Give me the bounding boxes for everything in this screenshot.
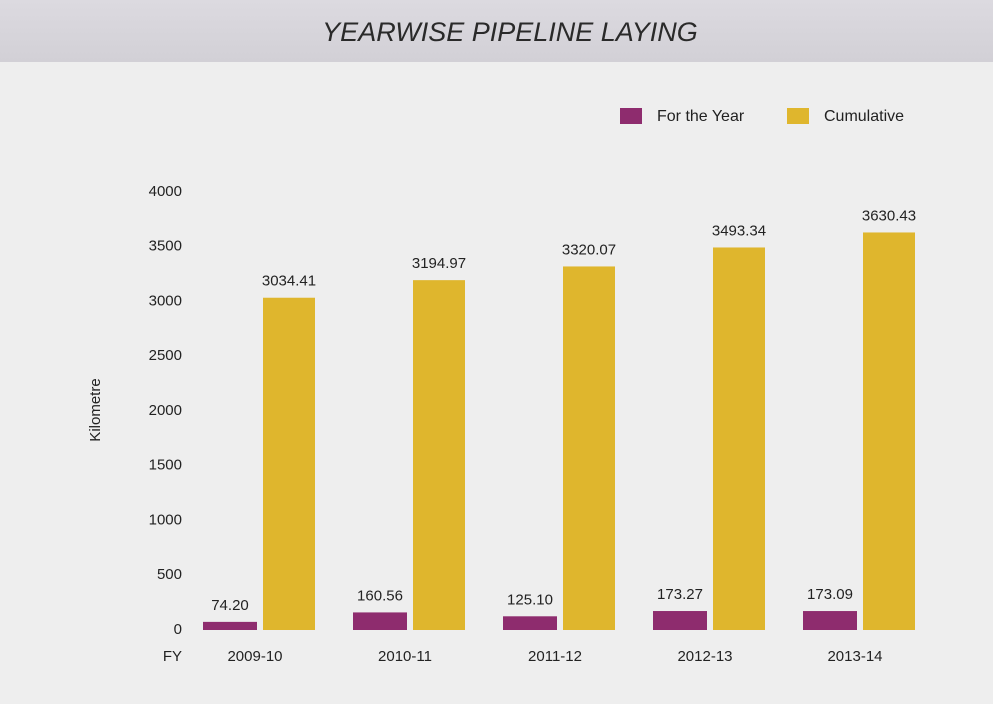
- x-tick-label: 2013-14: [827, 648, 882, 665]
- x-tick-label: 2011-12: [528, 648, 582, 665]
- bar: [203, 621, 257, 630]
- y-tick-label: 2000: [149, 402, 182, 419]
- y-tick-label: 2500: [149, 347, 182, 364]
- value-label: 173.27: [657, 586, 703, 603]
- y-tick-label: 4000: [149, 183, 182, 200]
- bar: [503, 616, 557, 630]
- value-label: 3034.41: [262, 273, 316, 290]
- legend-swatch: [787, 108, 809, 124]
- value-label: 3493.34: [712, 222, 766, 239]
- bar: [413, 280, 465, 630]
- bar: [353, 612, 407, 630]
- y-tick-label: 1000: [149, 511, 182, 528]
- legend-label: For the Year: [657, 108, 745, 125]
- bar: [563, 266, 615, 630]
- value-label: 3630.43: [862, 207, 916, 224]
- value-label: 125.10: [507, 591, 553, 608]
- y-tick-label: 500: [157, 566, 182, 583]
- legend-label: Cumulative: [824, 108, 904, 125]
- bar: [263, 297, 315, 630]
- bar: [863, 232, 915, 631]
- x-tick-label: 2012-13: [677, 648, 732, 665]
- x-axis-label: FY: [163, 648, 182, 665]
- value-label: 173.09: [807, 586, 853, 603]
- value-label: 3194.97: [412, 255, 466, 272]
- value-label: 74.20: [211, 597, 249, 614]
- bar: [803, 611, 857, 630]
- value-label: 3320.07: [562, 241, 616, 258]
- y-tick-label: 0: [174, 621, 182, 638]
- legend-swatch: [620, 108, 642, 124]
- chart-title: YEARWISE PIPELINE LAYING: [322, 17, 698, 47]
- bar: [653, 611, 707, 630]
- x-tick-label: 2010-11: [378, 648, 432, 665]
- bar: [713, 247, 765, 631]
- y-axis-label: Kilometre: [87, 378, 104, 441]
- title-band: [0, 0, 993, 62]
- y-tick-label: 3500: [149, 238, 182, 255]
- x-tick-label: 2009-10: [227, 648, 282, 665]
- value-label: 160.56: [357, 587, 403, 604]
- y-tick-label: 3000: [149, 292, 182, 309]
- y-tick-label: 1500: [149, 457, 182, 474]
